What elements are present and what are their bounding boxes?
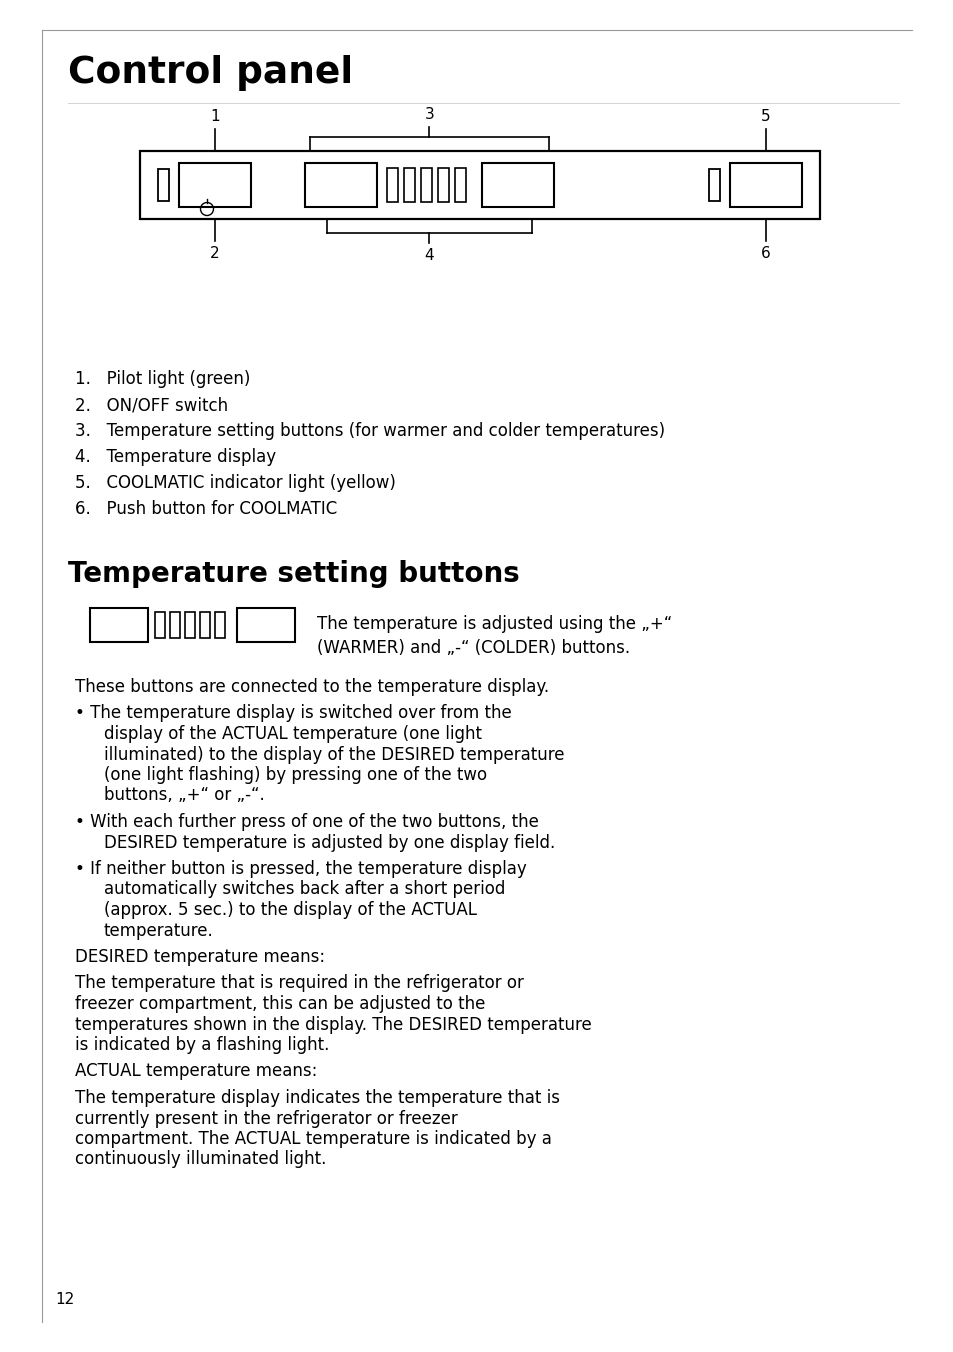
Bar [420,168,432,201]
Text: freezer compartment, this can be adjusted to the: freezer compartment, this can be adjuste… [75,995,485,1013]
Text: compartment. The ACTUAL temperature is indicated by a: compartment. The ACTUAL temperature is i… [75,1130,551,1148]
Text: • With each further press of one of the two buttons, the: • With each further press of one of the … [75,813,538,831]
Bar [708,169,720,201]
Text: • The temperature display is switched over from the: • The temperature display is switched ov… [75,704,511,722]
Text: The temperature that is required in the refrigerator or: The temperature that is required in the … [75,975,523,992]
Text: ACTUAL temperature means:: ACTUAL temperature means: [75,1063,317,1080]
Text: continuously illuminated light.: continuously illuminated light. [75,1151,326,1168]
Bar [481,164,554,207]
Bar [90,608,148,642]
Bar [305,164,376,207]
Text: display of the ACTUAL temperature (one light: display of the ACTUAL temperature (one l… [104,725,481,744]
Bar [729,164,801,207]
Text: DESIRED temperature is adjusted by one display field.: DESIRED temperature is adjusted by one d… [104,833,555,852]
Text: (WARMER) and „-“ (COLDER) buttons.: (WARMER) and „-“ (COLDER) buttons. [316,639,630,657]
Text: These buttons are connected to the temperature display.: These buttons are connected to the tempe… [75,677,549,696]
Text: illuminated) to the display of the DESIRED temperature: illuminated) to the display of the DESIR… [104,745,564,764]
Text: temperature.: temperature. [104,922,213,940]
Text: 6.   Push button for COOLMATIC: 6. Push button for COOLMATIC [75,500,337,518]
Text: 2: 2 [210,246,219,261]
Text: temperatures shown in the display. The DESIRED temperature: temperatures shown in the display. The D… [75,1015,591,1033]
Text: 2.   ON/OFF switch: 2. ON/OFF switch [75,396,228,414]
Bar [455,168,465,201]
Bar [158,169,169,201]
Bar [200,612,210,638]
Text: 6: 6 [760,246,770,261]
Bar [387,168,397,201]
Text: Control panel: Control panel [68,55,353,91]
Text: 5: 5 [760,110,770,124]
Text: currently present in the refrigerator or freezer: currently present in the refrigerator or… [75,1110,457,1128]
Text: 3: 3 [424,107,434,122]
Bar [236,608,294,642]
Text: 4: 4 [424,247,434,264]
Text: DESIRED temperature means:: DESIRED temperature means: [75,948,325,965]
Bar [154,612,165,638]
Text: 3.   Temperature setting buttons (for warmer and colder temperatures): 3. Temperature setting buttons (for warm… [75,422,664,439]
Text: 1.   Pilot light (green): 1. Pilot light (green) [75,370,250,388]
Text: 4.   Temperature display: 4. Temperature display [75,448,275,466]
Bar [179,164,251,207]
Bar [437,168,449,201]
Text: automatically switches back after a short period: automatically switches back after a shor… [104,880,505,899]
Text: The temperature display indicates the temperature that is: The temperature display indicates the te… [75,1088,559,1107]
Bar [170,612,180,638]
Text: (one light flashing) by pressing one of the two: (one light flashing) by pressing one of … [104,767,487,784]
Bar [214,612,225,638]
Text: is indicated by a flashing light.: is indicated by a flashing light. [75,1036,329,1055]
Text: Temperature setting buttons: Temperature setting buttons [68,560,519,588]
Text: (approx. 5 sec.) to the display of the ACTUAL: (approx. 5 sec.) to the display of the A… [104,900,476,919]
Text: 12: 12 [55,1293,74,1307]
Bar [403,168,415,201]
Text: 1: 1 [210,110,219,124]
Text: • If neither button is pressed, the temperature display: • If neither button is pressed, the temp… [75,860,526,877]
Bar [185,612,194,638]
Text: buttons, „+“ or „-“.: buttons, „+“ or „-“. [104,787,265,804]
Bar [140,151,820,219]
Text: The temperature is adjusted using the „+“: The temperature is adjusted using the „+… [316,615,672,633]
Text: 5.   COOLMATIC indicator light (yellow): 5. COOLMATIC indicator light (yellow) [75,475,395,492]
